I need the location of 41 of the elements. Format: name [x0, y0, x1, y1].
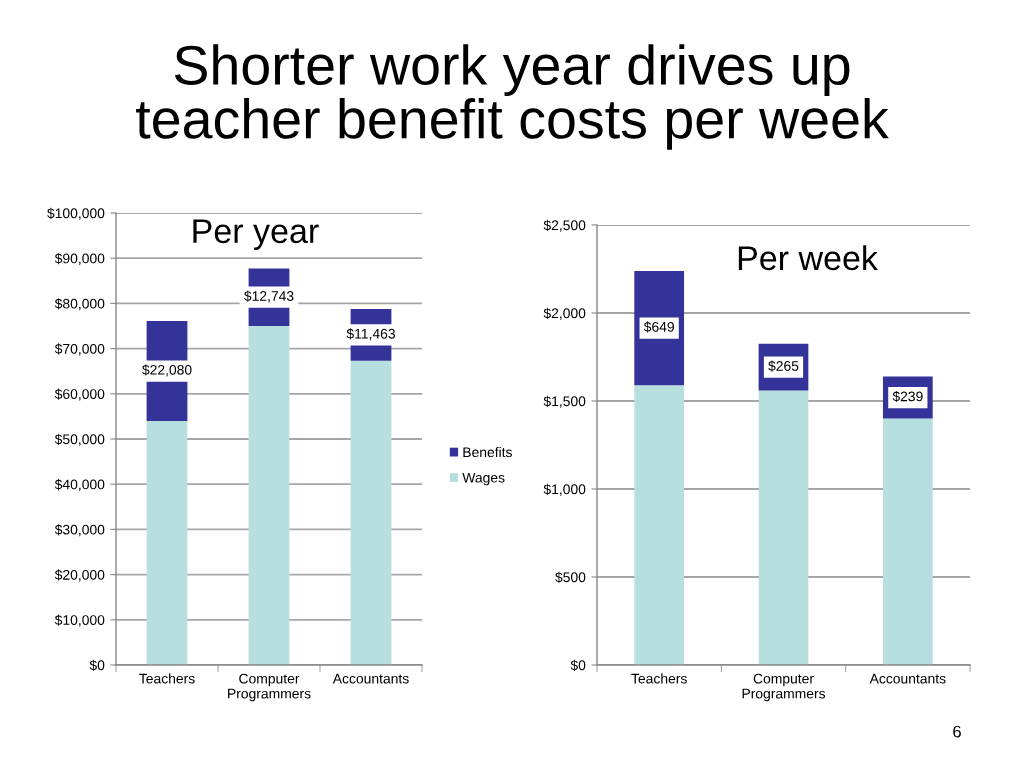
bar: [882, 418, 933, 665]
legend-label: Benefits: [463, 446, 512, 458]
y-tick-label: $70,000: [54, 343, 105, 356]
bar: [350, 360, 392, 665]
data-label: $11,463: [346, 328, 395, 341]
data-label: $265: [768, 360, 799, 372]
y-tick-label: $10,000: [54, 614, 105, 627]
y-tick-label: $50,000: [54, 433, 105, 446]
chart-subtitle: Per week: [738, 245, 878, 271]
y-tick-label: $0: [89, 659, 105, 671]
y-tick-label: $1,000: [543, 483, 586, 496]
text: 6: [953, 725, 961, 738]
y-tick-label: $2,000: [543, 307, 586, 320]
x-tick-label: Teachers: [139, 673, 195, 684]
y-tick-label: $40,000: [54, 478, 105, 492]
x-tick-label: Accountants: [869, 673, 946, 684]
bar: [146, 420, 188, 665]
x-tick-label: Teachers: [631, 673, 687, 684]
chart-title: Shorter work year drives up teacher benefit costs per week: [136, 44, 889, 150]
bar: [248, 326, 290, 665]
chart-subtitle: Per year: [193, 219, 319, 250]
y-tick-label: $2,500: [543, 219, 586, 232]
y-tick-label: $90,000: [54, 252, 105, 266]
data-label: $12,743: [244, 290, 294, 303]
bar: [758, 390, 809, 665]
y-tick-label: $20,000: [54, 569, 105, 582]
x-tick-label: Accountants: [332, 673, 409, 684]
x-tick-label: Computer Programmers: [742, 673, 826, 702]
y-tick-label: $80,000: [54, 298, 105, 311]
legend-label: Wages: [462, 472, 505, 486]
y-tick-label: $1,500: [543, 395, 586, 408]
bar: [634, 385, 685, 665]
y-tick-label: $100,000: [47, 207, 105, 220]
data-label: $22,080: [142, 364, 192, 377]
x-tick-label: Computer Programmers: [228, 673, 311, 702]
y-tick-label: $30,000: [54, 524, 105, 537]
y-tick-label: $60,000: [54, 388, 105, 401]
data-label: $239: [892, 390, 923, 403]
data-label: $649: [643, 321, 674, 333]
y-tick-label: $500: [555, 571, 586, 583]
y-tick-label: $0: [570, 659, 586, 671]
